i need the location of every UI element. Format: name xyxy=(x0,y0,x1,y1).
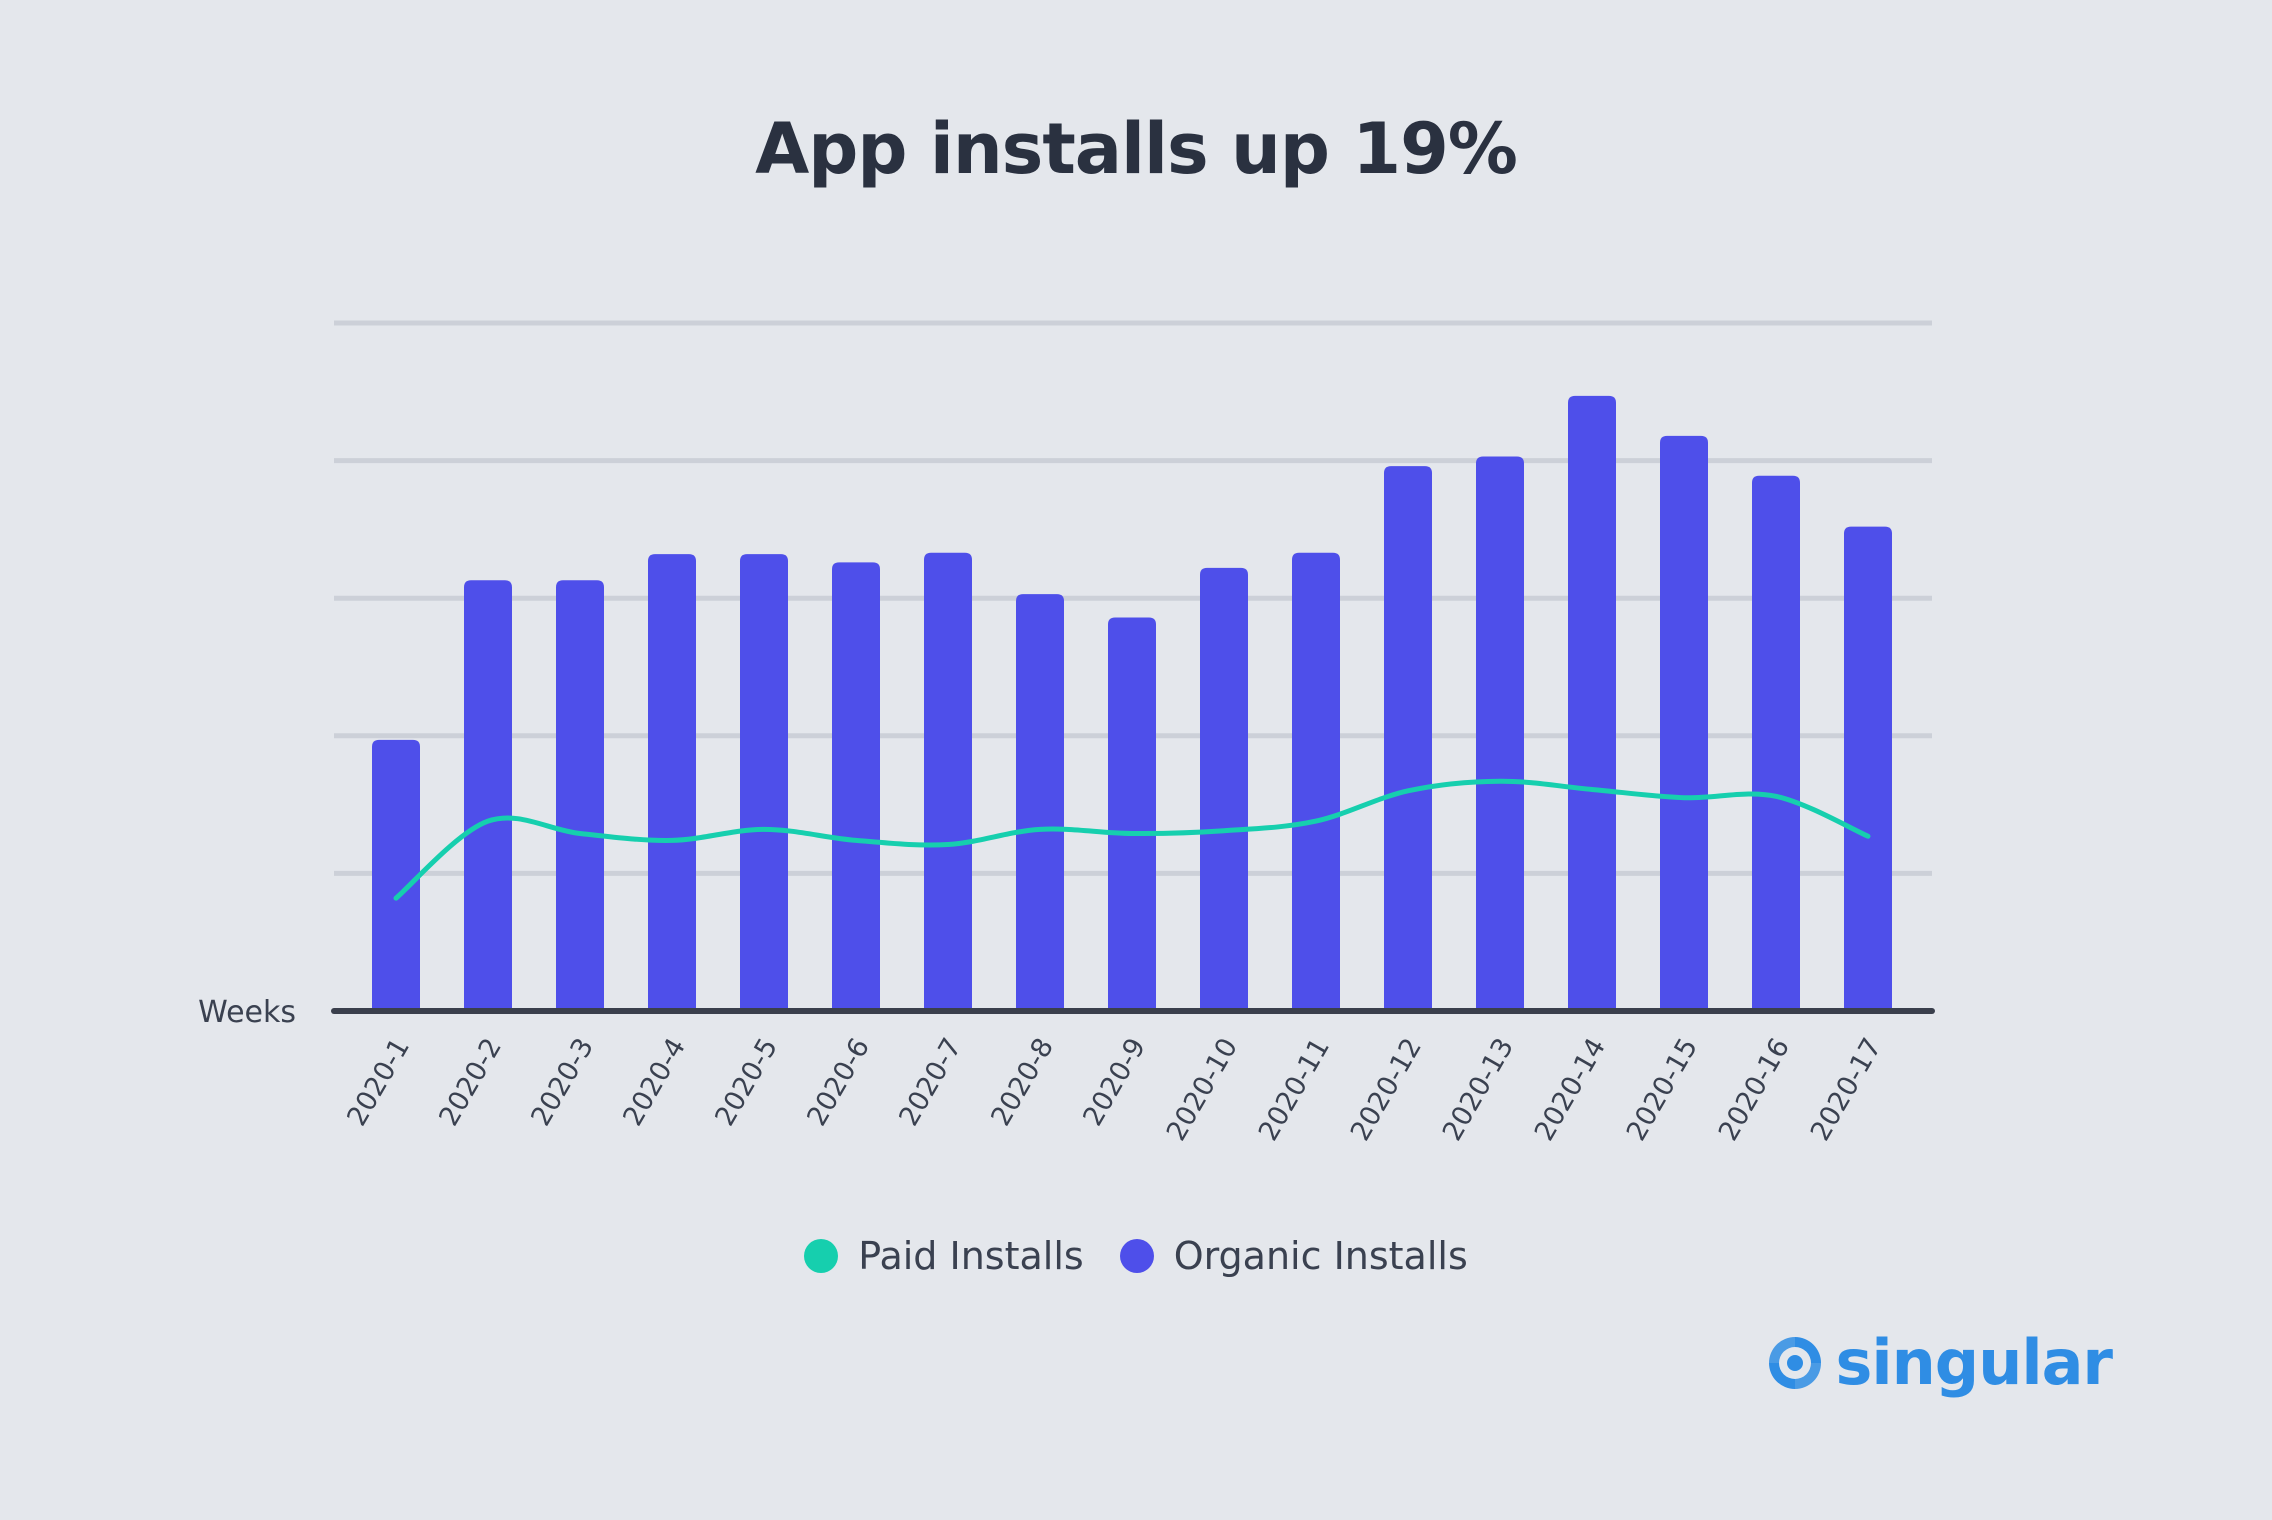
x-tick-label-2020-10: 2020-10 xyxy=(1161,1033,1244,1146)
chart-title: App installs up 19% xyxy=(755,108,1518,190)
bar-2020-6 xyxy=(832,562,880,1011)
bar-2020-3 xyxy=(556,580,604,1011)
x-tick-label-2020-14: 2020-14 xyxy=(1529,1033,1612,1146)
x-tick-label-2020-7: 2020-7 xyxy=(893,1033,968,1131)
legend-label-organic: Organic Installs xyxy=(1173,1234,1468,1278)
bar-2020-16 xyxy=(1752,475,1800,1012)
bar-2020-11 xyxy=(1292,552,1340,1011)
bar-2020-2 xyxy=(464,580,512,1011)
bar-2020-17 xyxy=(1844,526,1892,1011)
x-tick-label-2020-8: 2020-8 xyxy=(985,1033,1060,1131)
x-tick-label-2020-13: 2020-13 xyxy=(1437,1033,1520,1146)
brand-name: singular xyxy=(1835,1326,2113,1399)
bar-2020-1 xyxy=(372,739,420,1011)
brand-logo: singular xyxy=(1764,1326,2113,1399)
singular-logo-icon xyxy=(1768,1336,1821,1389)
x-tick-label-2020-9: 2020-9 xyxy=(1077,1033,1152,1131)
x-tick-label-2020-15: 2020-15 xyxy=(1621,1033,1704,1146)
bar-2020-9 xyxy=(1108,617,1156,1011)
legend-swatch-organic xyxy=(1119,1239,1154,1273)
x-tick-label-2020-17: 2020-17 xyxy=(1805,1033,1888,1146)
legend-item-paid: Paid Installs xyxy=(804,1234,1084,1278)
bar-2020-15 xyxy=(1660,435,1708,1011)
bar-2020-14 xyxy=(1568,395,1616,1012)
x-tick-label-2020-5: 2020-5 xyxy=(709,1033,784,1131)
x-tick-label-2020-3: 2020-3 xyxy=(525,1033,600,1131)
bar-2020-12 xyxy=(1384,466,1432,1011)
legend-item-organic: Organic Installs xyxy=(1119,1234,1468,1278)
x-tick-label-2020-2: 2020-2 xyxy=(433,1033,508,1131)
x-tick-label-2020-12: 2020-12 xyxy=(1345,1033,1428,1146)
bar-2020-10 xyxy=(1200,567,1248,1011)
bar-2020-8 xyxy=(1016,594,1064,1011)
bar-2020-7 xyxy=(924,552,972,1011)
x-axis-label: Weeks xyxy=(198,995,296,1030)
bar-2020-4 xyxy=(648,554,696,1011)
legend-swatch-paid xyxy=(804,1239,839,1273)
legend-label-paid: Paid Installs xyxy=(858,1234,1084,1278)
x-tick-label-2020-16: 2020-16 xyxy=(1713,1033,1796,1146)
x-tick-label-2020-4: 2020-4 xyxy=(617,1033,692,1131)
x-tick-label-2020-1: 2020-1 xyxy=(341,1033,416,1131)
x-tick-label-2020-6: 2020-6 xyxy=(801,1033,876,1131)
legend: Paid Installs Organic Installs xyxy=(0,1234,2272,1278)
bar-2020-13 xyxy=(1476,456,1524,1011)
x-tick-label-2020-11: 2020-11 xyxy=(1253,1033,1336,1146)
bar-2020-5 xyxy=(740,554,788,1011)
line-series-paid-installs xyxy=(393,778,1871,901)
